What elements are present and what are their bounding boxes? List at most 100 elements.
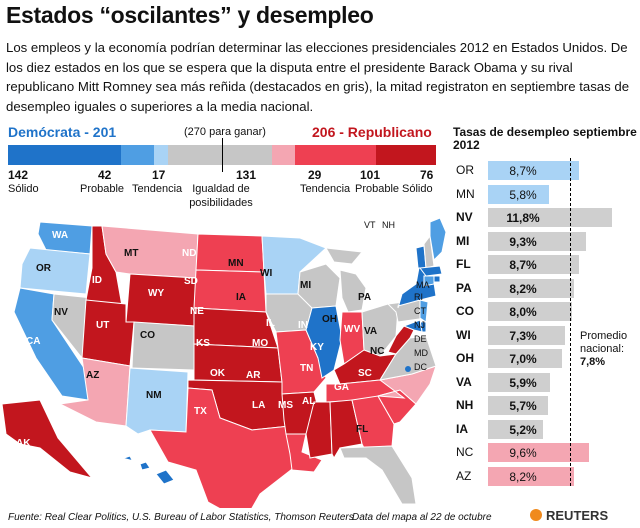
state-label-ks: KS	[196, 338, 210, 349]
unemployment-value-mn: 5,8%	[509, 187, 537, 202]
state-dc	[405, 366, 411, 372]
state-ak	[1, 399, 94, 479]
unemployment-row-or: OR 8,7%	[448, 157, 618, 184]
state-label-ma: MA	[416, 280, 430, 290]
source-note: Fuente: Real Clear Politics, U.S. Bureau…	[8, 512, 354, 523]
map-date-note: Data del mapa al 22 de octubre	[352, 512, 492, 523]
unemployment-state-mi: MI	[456, 233, 470, 248]
state-label-nj: NJ	[414, 320, 425, 330]
unemployment-value-or: 8,7%	[509, 164, 537, 178]
state-label-la: LA	[252, 400, 265, 411]
unemployment-bar-mn	[488, 184, 549, 204]
unemployment-row-pa: PA 8,2%	[448, 275, 618, 302]
balance-label-rep-solid: Sólido	[402, 183, 433, 195]
state-md	[402, 319, 423, 333]
national-average-label: Promedio nacional: 7,8%	[580, 330, 640, 369]
balance-segment-dem-likely	[120, 145, 155, 165]
unemployment-state-az: AZ	[456, 468, 472, 483]
unemployment-state-ia: IA	[456, 421, 468, 436]
state-label-ri: RI	[414, 292, 423, 302]
state-az	[58, 357, 131, 427]
national-average-line	[569, 158, 571, 486]
state-label-wy: WY	[148, 288, 164, 299]
state-label-mi: MI	[300, 280, 311, 291]
unemployment-state-va: VA	[456, 374, 472, 389]
unemployment-state-or: OR	[456, 163, 474, 177]
balance-label-dem-solid: Sólido	[8, 183, 39, 195]
state-ms	[305, 401, 333, 459]
state-label-nc: NC	[370, 346, 384, 357]
state-ks	[193, 343, 283, 383]
unemployment-state-pa: PA	[456, 280, 472, 295]
unemployment-bar-nh	[488, 396, 548, 415]
state-ri	[433, 275, 441, 283]
balance-count-dem-likely: 42	[98, 168, 112, 182]
balance-label-rep-lean: Tendencia	[300, 183, 351, 195]
state-label-tn: TN	[300, 363, 313, 374]
state-label-il: IL	[266, 318, 275, 329]
state-label-va: VA	[364, 326, 377, 337]
state-label-tx: TX	[194, 406, 207, 417]
state-label-wv: WV	[344, 324, 360, 335]
unemployment-row-oh: OH 7,0%	[448, 345, 618, 372]
unemployment-row-mn: MN 5,8%	[448, 181, 618, 208]
unemployment-value-nc: 9,6%	[509, 446, 537, 460]
unemployment-row-nc: NC 9,6%	[448, 439, 618, 466]
state-ut	[81, 299, 135, 367]
state-hi	[123, 455, 175, 485]
unemployment-row-fl: FL 8,7%	[448, 251, 618, 278]
state-label-sc: SC	[358, 368, 372, 379]
state-label-ar: AR	[246, 370, 261, 381]
unemployment-chart: OR 8,7% MN 5,8% NV 11,8% MI 9,3% FL 8,7% PA 8,2% CO 8…	[448, 157, 618, 487]
unemployment-bar-az	[488, 466, 575, 486]
state-label-dc: DC	[414, 362, 427, 372]
unemployment-title: Tasas de desempleo septiembre 2012	[453, 125, 637, 152]
balance-segment-tossup	[167, 145, 273, 165]
unemployment-row-mi: MI 9,3%	[448, 228, 618, 255]
state-fl	[339, 445, 417, 505]
unemployment-bar-fl	[488, 255, 580, 274]
page-title: Estados “oscilantes” y desempleo	[6, 2, 374, 28]
state-sd	[193, 269, 267, 313]
state-label-nh: NH	[382, 220, 395, 230]
state-label-mo: MO	[252, 338, 268, 349]
state-label-de: DE	[414, 334, 427, 344]
unemployment-bar-ia	[488, 419, 543, 439]
unemployment-row-az: AZ 8,2%	[448, 463, 618, 490]
unemployment-row-nv: NV 11,8%	[448, 204, 618, 231]
unemployment-value-pa: 8,2%	[509, 281, 537, 296]
unemployment-state-oh: OH	[456, 351, 474, 365]
state-me	[429, 217, 446, 262]
state-label-sd: SD	[184, 276, 198, 287]
state-label-ga: GA	[334, 382, 349, 393]
state-label-md: MD	[414, 348, 428, 358]
state-label-pa: PA	[358, 292, 371, 303]
balance-segment-rep-lean	[272, 145, 296, 165]
state-label-me: ME	[404, 230, 419, 241]
state-nm	[125, 367, 189, 435]
unemployment-value-fl: 8,7%	[509, 258, 537, 272]
balance-count-rep-solid: 76	[420, 168, 434, 182]
unemployment-value-nh: 5,7%	[509, 399, 537, 413]
reuters-dot-icon	[530, 509, 542, 521]
state-label-wi: WI	[260, 268, 272, 279]
unemployment-row-wi: WI 7,3%	[448, 322, 618, 349]
state-label-vt: VT	[364, 220, 376, 230]
unemployment-state-fl: FL	[456, 257, 471, 271]
balance-count-tossup: 131	[236, 168, 257, 182]
state-or	[19, 247, 91, 295]
unemployment-value-va: 5,9%	[509, 375, 537, 390]
unemployment-bar-wi	[488, 325, 565, 345]
state-label-ne: NE	[190, 306, 204, 317]
balance-count-rep-likely: 101	[360, 168, 381, 182]
unemployment-value-wi: 7,3%	[509, 328, 537, 343]
state-label-or: OR	[36, 263, 52, 274]
state-label-ms: MS	[278, 400, 293, 411]
balance-segment-rep-solid	[375, 145, 437, 165]
state-label-nm: NM	[146, 390, 162, 401]
unemployment-state-co: CO	[456, 304, 474, 318]
state-mi	[325, 247, 367, 313]
state-label-ky: KY	[310, 342, 324, 353]
state-label-id: ID	[92, 275, 102, 286]
state-ct	[423, 275, 435, 287]
